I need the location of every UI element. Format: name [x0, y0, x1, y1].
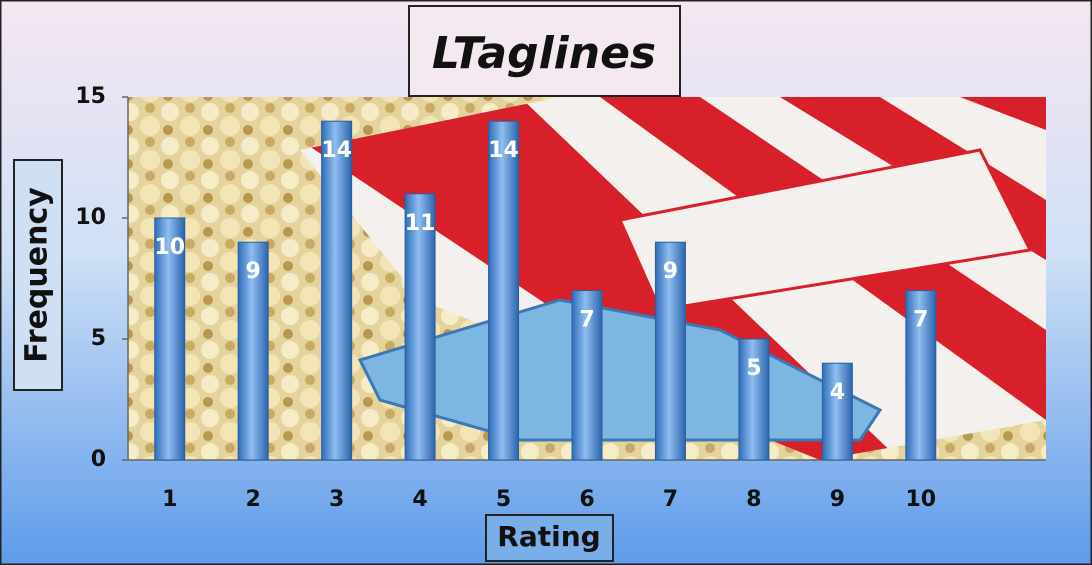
bar [154, 217, 186, 461]
data-label: 9 [663, 259, 678, 284]
bar [905, 290, 937, 461]
x-tick-label: 5 [496, 487, 511, 512]
x-tick-label: 4 [412, 487, 427, 512]
bar [237, 241, 269, 461]
x-tick-label: 1 [162, 487, 177, 512]
data-label: 11 [405, 211, 436, 236]
bar [404, 193, 436, 461]
chart-title: LTaglines [432, 28, 656, 79]
data-label: 7 [579, 308, 594, 333]
bar [571, 290, 603, 461]
x-tick-label: 10 [906, 487, 937, 512]
x-tick-label: 8 [746, 487, 761, 512]
y-axis-label: Frequency [20, 187, 55, 363]
y-label-box [13, 159, 63, 391]
bar [821, 362, 853, 461]
bar [654, 241, 686, 461]
bar [488, 120, 520, 461]
x-tick-label: 7 [663, 487, 678, 512]
y-tick-label: 10 [75, 205, 106, 230]
x-tick-label: 6 [579, 487, 594, 512]
data-label: 7 [913, 308, 928, 333]
bar [738, 338, 770, 461]
data-label: 14 [488, 138, 519, 163]
x-tick-label: 3 [329, 487, 344, 512]
x-tick-label: 2 [246, 487, 261, 512]
data-label: 4 [830, 380, 845, 405]
x-label-box [485, 514, 614, 562]
y-tick-label: 0 [91, 447, 106, 472]
data-label: 10 [154, 235, 185, 260]
title-box [408, 5, 681, 97]
x-tick-label: 9 [830, 487, 845, 512]
data-label: 14 [321, 138, 352, 163]
bar [321, 120, 353, 461]
data-label: 5 [746, 356, 761, 381]
x-axis-label: Rating [497, 520, 600, 553]
y-tick-label: 15 [75, 84, 106, 109]
y-tick-label: 5 [91, 326, 106, 351]
data-label: 9 [246, 259, 261, 284]
